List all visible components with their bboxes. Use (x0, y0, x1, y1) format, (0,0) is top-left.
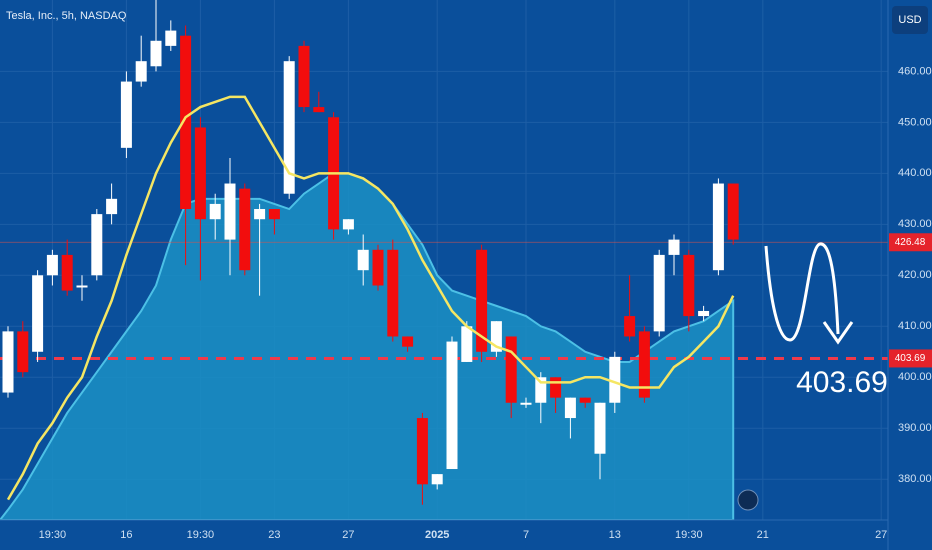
candle-body (268, 209, 280, 220)
candle-body (61, 254, 73, 291)
y-tick-label: 400.00 (898, 371, 932, 383)
x-tick-label: 19:30 (39, 529, 67, 541)
candle-body (209, 203, 221, 220)
candle-body (313, 107, 325, 113)
x-tick-label: 19:30 (675, 529, 703, 541)
candle-body (402, 336, 414, 347)
y-tick-label: 450.00 (898, 116, 932, 128)
x-tick-label: 27 (342, 529, 354, 541)
candle-body (446, 341, 458, 470)
y-tick-label: 390.00 (898, 422, 932, 434)
x-tick-label: 13 (609, 529, 621, 541)
currency-button[interactable] (892, 6, 928, 34)
candle-body (638, 331, 650, 398)
x-tick-label: 23 (268, 529, 280, 541)
candle-body (535, 377, 547, 403)
candle-body (668, 239, 680, 255)
candle-body (32, 275, 44, 352)
candle-body (624, 316, 636, 337)
target-annotation: 403.69 (796, 366, 888, 399)
x-tick-label: 2025 (425, 529, 449, 541)
target-tag (889, 349, 932, 368)
candle-body (594, 402, 606, 454)
y-tick-label: 460.00 (898, 65, 932, 77)
candle-body (416, 418, 428, 485)
y-tick-label: 420.00 (898, 269, 932, 281)
chart-title: Tesla, Inc., 5h, NASDAQ (6, 10, 127, 22)
x-tick-label: 21 (757, 529, 769, 541)
candle-body (150, 40, 162, 67)
candle-body (505, 336, 517, 403)
last-price-tag (889, 233, 932, 252)
plot-area (0, 0, 888, 520)
candle-body (46, 254, 58, 276)
candle-body (283, 61, 295, 194)
forecast-arrow (764, 242, 840, 342)
y-tick-label: 430.00 (898, 218, 932, 230)
candle-body (712, 183, 724, 271)
candle-body (17, 331, 29, 373)
candle-body (2, 331, 14, 393)
moving-average (6, 95, 735, 501)
x-tick-label: 27 (875, 529, 887, 541)
scroll-button[interactable] (737, 489, 759, 511)
candle-body (609, 356, 621, 403)
candle-body (76, 285, 88, 288)
y-tick-label: 410.00 (898, 320, 932, 332)
candle-body (224, 183, 236, 240)
y-tick-label: 440.00 (898, 167, 932, 179)
candle-body (431, 474, 443, 485)
currency-label: USD (898, 14, 921, 26)
candle-body (165, 30, 177, 46)
arrow-head (822, 321, 854, 345)
candle-body (298, 45, 310, 108)
candle-body (342, 219, 354, 230)
candle-body (520, 402, 532, 405)
candle-body (653, 254, 665, 332)
candle-body (254, 209, 266, 220)
y-tick-label: 380.00 (898, 473, 932, 485)
last-price-label: 426.48 (895, 237, 926, 248)
candle-body (91, 214, 103, 276)
target-label: 403.69 (895, 353, 926, 364)
candle-body (579, 397, 591, 403)
candle-body (387, 249, 399, 337)
candle-body (564, 397, 576, 419)
candle-body (461, 326, 473, 362)
candle-body (120, 81, 132, 148)
candle-body (180, 35, 192, 210)
candle-body (490, 321, 502, 352)
candle-body (135, 61, 147, 82)
candle-body (357, 249, 369, 271)
candle-body (698, 310, 710, 317)
x-tick-label: 16 (120, 529, 132, 541)
candle-body (683, 254, 695, 317)
candle-body (476, 249, 488, 352)
candle-body (727, 183, 739, 240)
candle-body (106, 198, 118, 215)
x-tick-label: 7 (523, 529, 529, 541)
candle-body (372, 249, 384, 286)
candle-body (239, 188, 251, 271)
candle-body (550, 377, 562, 398)
x-tick-label: 19:30 (187, 529, 215, 541)
candle-body (194, 127, 206, 220)
